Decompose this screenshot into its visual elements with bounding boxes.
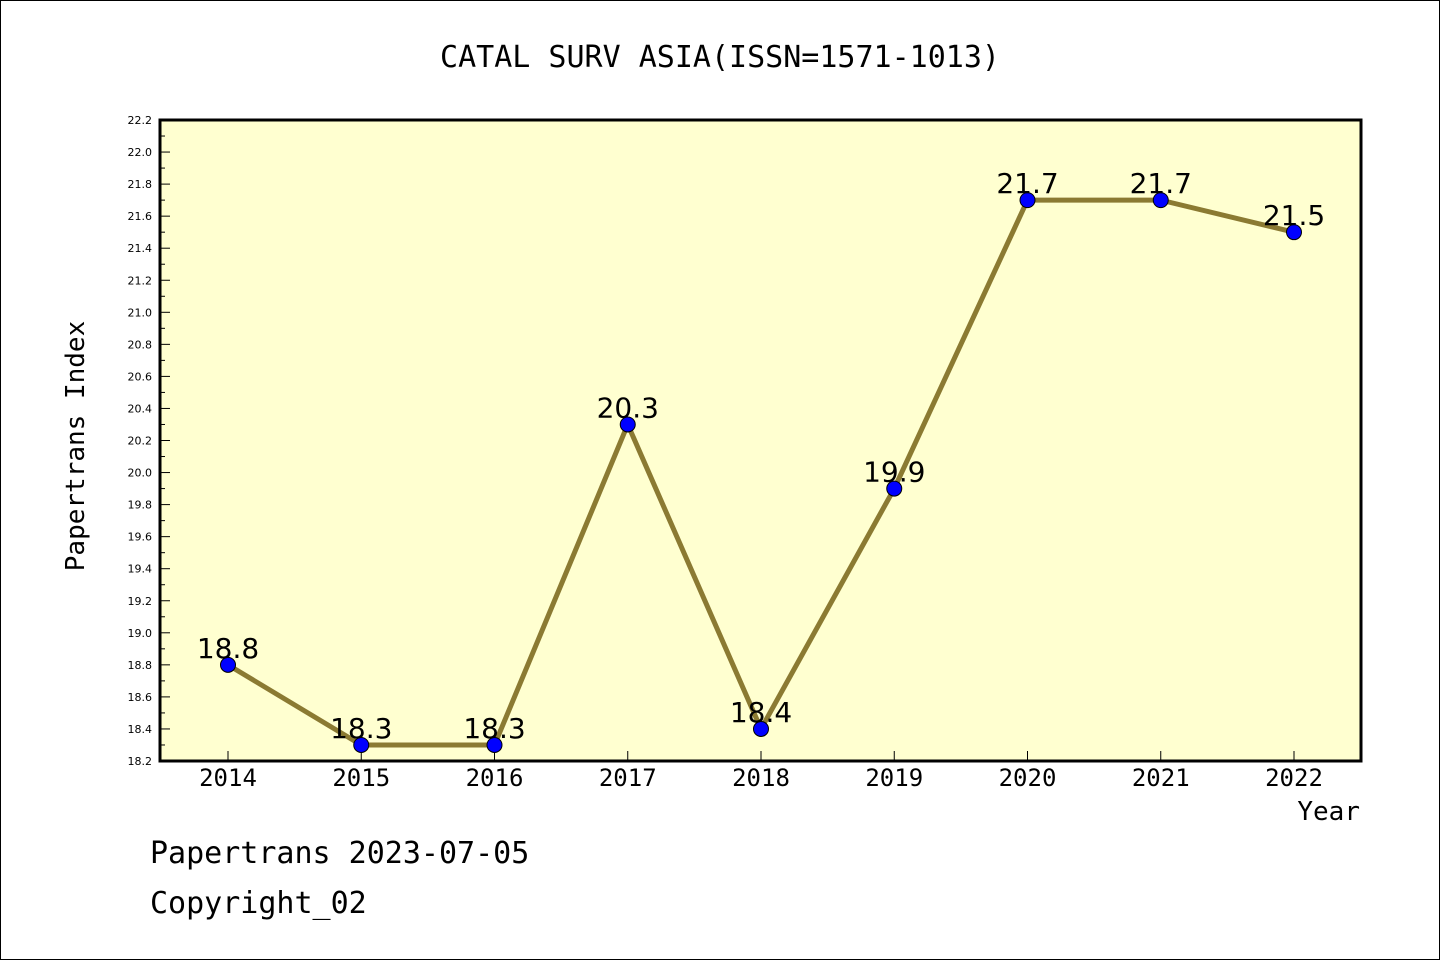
x-tick-label: 2015 (332, 764, 390, 792)
x-tick-label: 2017 (599, 764, 657, 792)
data-label-2015: 18.3 (330, 712, 392, 745)
data-label-2021: 21.7 (1130, 167, 1192, 200)
y-tick-label: 21.8 (128, 178, 153, 191)
y-tick-label: 19.8 (128, 499, 153, 512)
y-axis-label: Papertrans Index (61, 321, 91, 571)
y-tick-label: 18.4 (128, 723, 153, 736)
data-label-2018: 18.4 (730, 696, 792, 729)
data-point-2014 (220, 656, 236, 673)
plot-area (158, 118, 1363, 763)
y-tick-label: 20.6 (128, 370, 153, 383)
x-tick-label: 2018 (732, 764, 790, 792)
y-tick-label: 19.6 (128, 531, 153, 544)
data-label-2014: 18.8 (197, 632, 259, 665)
data-point-2018 (753, 720, 769, 737)
y-tick-label: 20.0 (128, 467, 153, 480)
x-tick-label: 2016 (466, 764, 524, 792)
data-label-2022: 21.5 (1263, 199, 1325, 232)
x-axis-ticks: 2014 2015 2016 2017 2018 2019 2020 2021 2022 (199, 751, 1323, 792)
data-point-2017 (619, 416, 636, 433)
footer-date-line: Papertrans 2023-07-05 (150, 836, 530, 871)
y-tick-label: 22.0 (128, 146, 153, 159)
y-axis-ticks: 18.2 18.4 18.6 18.8 19.0 19.2 19.4 19.6 19.8 20.0… (128, 114, 170, 768)
data-label-2017: 20.3 (597, 391, 659, 424)
x-tick-label: 2021 (1132, 764, 1190, 792)
data-point-2015 (353, 736, 370, 753)
data-label-2020: 21.7 (996, 167, 1058, 200)
y-tick-label: 21.0 (128, 306, 153, 319)
y-tick-label: 19.0 (128, 627, 153, 640)
y-tick-label: 19.4 (128, 563, 153, 576)
data-point-2020 (1019, 192, 1036, 209)
data-label-2019: 19.9 (863, 456, 925, 489)
data-point-2022 (1286, 224, 1302, 241)
footer-copyright: Copyright_02 (150, 886, 367, 921)
x-tick-label: 2022 (1265, 764, 1323, 792)
y-tick-label: 21.2 (128, 274, 153, 287)
y-tick-label: 20.4 (128, 402, 153, 415)
chart-title: CATAL SURV ASIA(ISSN=1571-1013) (440, 40, 1000, 75)
data-point-2016 (486, 736, 503, 753)
x-axis-label: Year (1297, 797, 1360, 827)
y-tick-label: 18.2 (128, 755, 153, 768)
y-tick-label: 19.2 (128, 595, 153, 608)
y-tick-label: 18.6 (128, 691, 153, 704)
y-tick-label: 21.6 (128, 210, 153, 223)
data-label-2016: 18.3 (463, 712, 525, 745)
x-tick-label: 2019 (865, 764, 923, 792)
y-tick-label: 22.2 (128, 114, 153, 127)
y-tick-label: 20.8 (128, 338, 153, 351)
data-point-2021 (1152, 192, 1169, 209)
x-tick-label: 2020 (999, 764, 1057, 792)
data-point-2019 (886, 480, 903, 497)
series-markers (220, 192, 1302, 753)
y-tick-label: 18.8 (128, 659, 153, 672)
y-tick-label: 21.4 (128, 242, 153, 255)
y-tick-label: 20.2 (128, 435, 153, 448)
x-tick-label: 2014 (199, 764, 257, 792)
data-labels: 18.8 18.3 18.3 20.3 18.4 19.9 21.7 21.7 21.5 (197, 167, 1325, 745)
